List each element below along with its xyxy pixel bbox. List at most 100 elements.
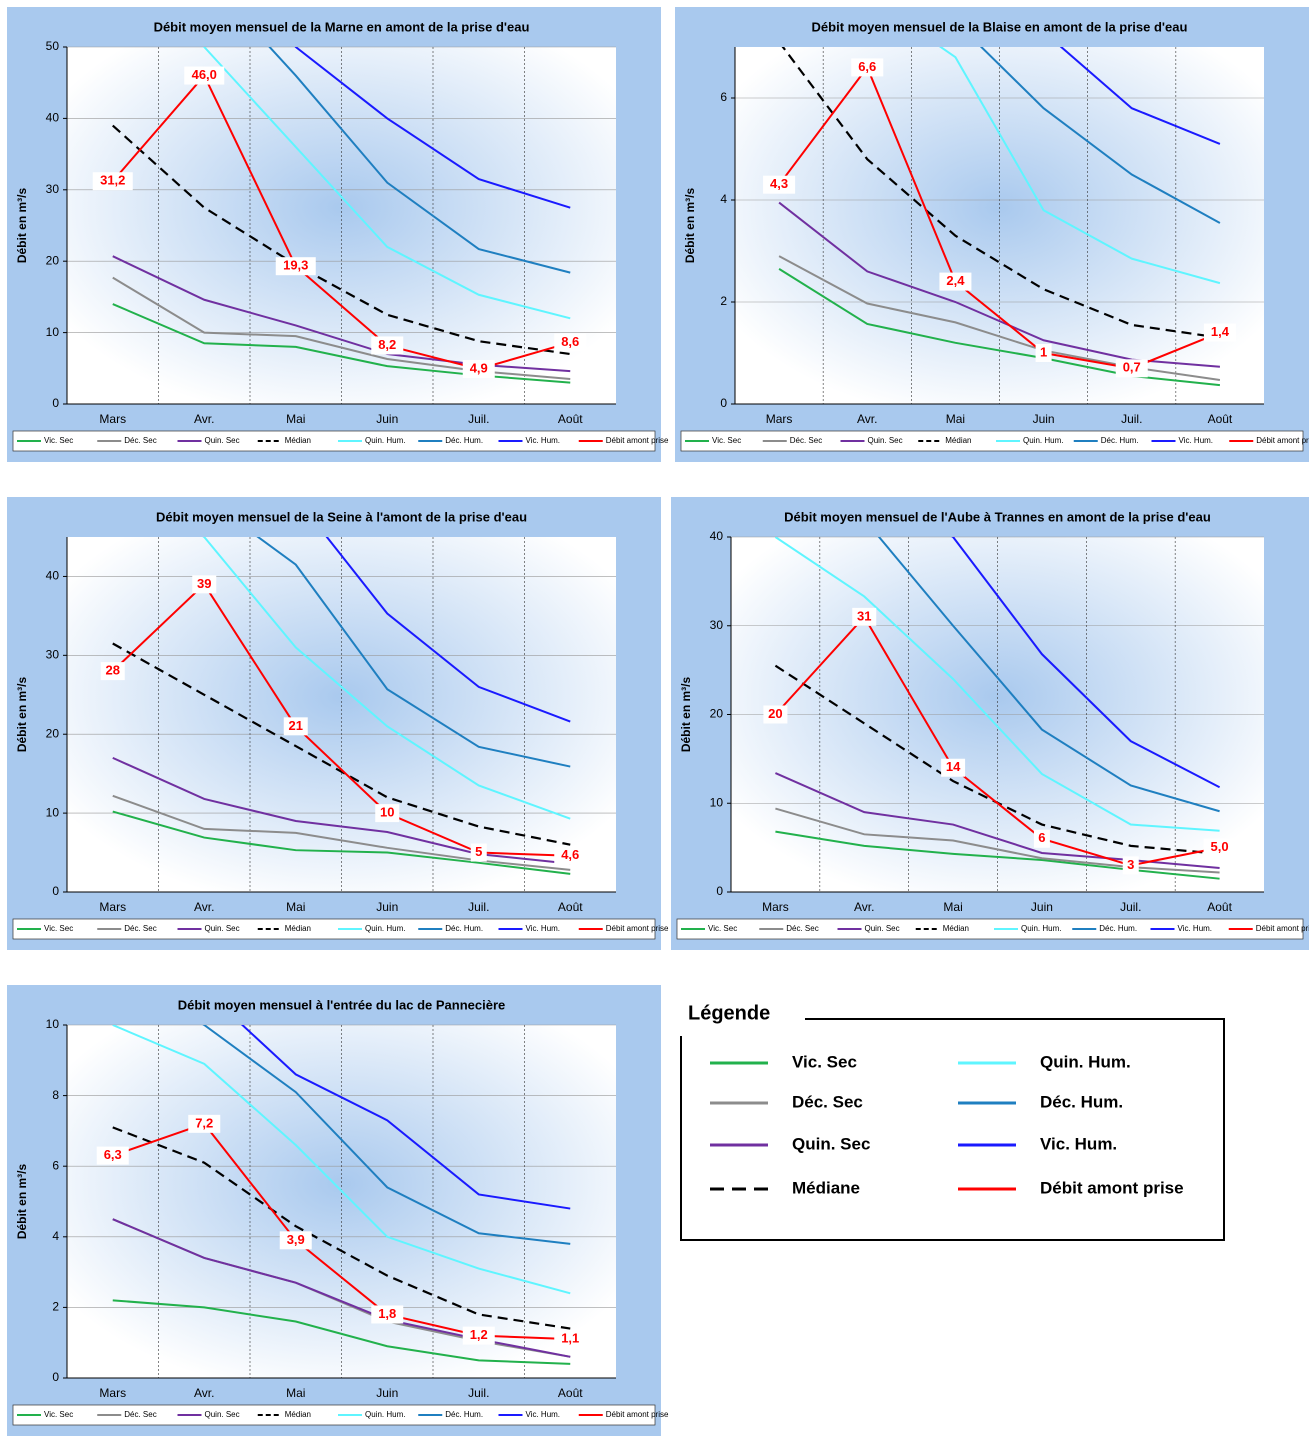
legend-label: Quin. Sec — [205, 1410, 240, 1419]
label-box — [279, 1231, 312, 1250]
legend-label: Débit amont prise — [1040, 1178, 1184, 1197]
x-tick-label: Mars — [99, 412, 126, 426]
y-tick-label: 30 — [46, 182, 60, 196]
x-tick-label: Mars — [762, 900, 789, 914]
y-tick-label: 4 — [720, 192, 727, 206]
data-label: 21 — [289, 718, 303, 733]
chart-title: Débit moyen mensuel de la Marne en amont… — [154, 19, 530, 34]
y-tick-label: 4 — [52, 1229, 59, 1243]
y-tick-label: 10 — [46, 325, 60, 339]
legend-label: Quin. Hum. — [365, 1410, 405, 1419]
series-line — [325, 537, 571, 723]
x-tick-label: Mai — [286, 1386, 305, 1400]
data-label: 4,3 — [770, 176, 788, 191]
legend-label: Quin. Sec — [865, 924, 900, 933]
data-label: 10 — [380, 805, 394, 820]
legend-label: Déc. Sec — [790, 436, 822, 445]
x-tick-label: Mars — [99, 900, 126, 914]
legend-label: Déc. Hum. — [1099, 924, 1137, 933]
label-box — [554, 333, 587, 352]
label-box — [554, 1330, 587, 1349]
series-line — [112, 642, 571, 846]
y-axis-label: Débit en m³/s — [679, 677, 693, 753]
y-tick-label: 40 — [710, 529, 724, 543]
data-label: 4,6 — [561, 847, 579, 862]
series-line — [774, 537, 1220, 832]
data-label: 20 — [768, 706, 782, 721]
legend-box — [676, 918, 1304, 940]
data-label: 1,8 — [378, 1306, 396, 1321]
legend-box — [12, 918, 656, 940]
y-tick-label: 10 — [46, 805, 60, 819]
legend-label: Déc. Hum. — [1101, 436, 1139, 445]
x-tick-label: Mars — [766, 412, 793, 426]
chart-panel: Débit moyen mensuel de la Seine à l'amon… — [7, 497, 669, 950]
legend-label: Quin. Hum. — [1023, 436, 1063, 445]
series-line — [112, 810, 571, 875]
label-box — [188, 1114, 221, 1133]
legend-label: Vic. Hum. — [1178, 924, 1213, 933]
series-line — [112, 124, 571, 356]
label-box — [1203, 323, 1236, 342]
x-tick-label: Avr. — [194, 1386, 214, 1400]
legend-label: Médian — [285, 436, 311, 445]
legend-label: Vic. Sec — [44, 1410, 73, 1419]
data-label: 46,0 — [192, 67, 217, 82]
legend-label: Débit amont prise — [606, 436, 669, 445]
series-line — [938, 47, 1221, 285]
x-tick-label: Mai — [943, 900, 962, 914]
series-line — [294, 47, 571, 209]
data-label: 0,7 — [1123, 360, 1141, 375]
chart-title: Débit moyen mensuel de la Blaise en amon… — [812, 19, 1188, 34]
y-tick-label: 0 — [716, 884, 723, 898]
x-tick-label: Juin — [376, 900, 398, 914]
label-box — [1033, 829, 1050, 848]
legend-label: Déc. Hum. — [445, 436, 483, 445]
legend-label: Quin. Sec — [792, 1134, 870, 1153]
y-tick-label: 0 — [720, 396, 727, 410]
x-tick-label: Août — [558, 900, 583, 914]
legend-label: Débit amont prise — [606, 1410, 669, 1419]
label-box — [100, 662, 125, 681]
chart-panel: Débit moyen mensuel de l'Aube à Trannes … — [671, 497, 1309, 950]
y-axis-label: Débit en m³/s — [683, 188, 697, 264]
legend-label: Quin. Hum. — [365, 436, 405, 445]
x-tick-label: Août — [558, 1386, 583, 1400]
legend-label: Médian — [285, 1410, 311, 1419]
data-label: 5,0 — [1211, 839, 1229, 854]
legend-label: Débit amont prise — [606, 924, 669, 933]
data-label: 8,2 — [378, 337, 396, 352]
data-label: 14 — [946, 759, 961, 774]
x-tick-label: Avr. — [857, 412, 877, 426]
chart-panel: Débit moyen mensuel à l'entrée du lac de… — [7, 985, 669, 1436]
legend-label: Vic. Sec — [44, 436, 73, 445]
legend-label: Vic. Sec — [708, 924, 737, 933]
data-label: 19,3 — [283, 258, 308, 273]
series-line — [268, 47, 571, 274]
x-tick-label: Mai — [286, 412, 305, 426]
y-tick-label: 30 — [710, 618, 724, 632]
legend-label: Quin. Sec — [868, 436, 903, 445]
x-tick-label: Août — [1208, 412, 1233, 426]
data-label: 3,9 — [287, 1232, 305, 1247]
data-label: 1,2 — [470, 1327, 488, 1342]
series-line — [112, 1299, 571, 1365]
x-tick-label: Juil. — [468, 412, 489, 426]
y-tick-label: 50 — [46, 39, 60, 53]
data-label: 8,6 — [561, 334, 579, 349]
legend-label: Débit amont prise — [1256, 924, 1309, 933]
data-label: 31 — [857, 608, 871, 623]
x-tick-label: Avr. — [194, 900, 214, 914]
y-tick-label: 30 — [46, 648, 60, 662]
chart-title: Débit moyen mensuel de la Seine à l'amon… — [156, 509, 527, 524]
legend-label: Quin. Hum. — [1040, 1052, 1131, 1071]
data-label: 39 — [197, 576, 211, 591]
x-tick-label: Août — [558, 412, 583, 426]
series-line — [202, 1025, 571, 1245]
chart-title: Débit moyen mensuel de l'Aube à Trannes … — [784, 509, 1211, 524]
x-tick-label: Mars — [99, 1386, 126, 1400]
legend-label: Vic. Hum. — [526, 924, 561, 933]
legend-label: Déc. Sec — [792, 1092, 863, 1111]
data-label: 1,1 — [561, 1331, 579, 1346]
